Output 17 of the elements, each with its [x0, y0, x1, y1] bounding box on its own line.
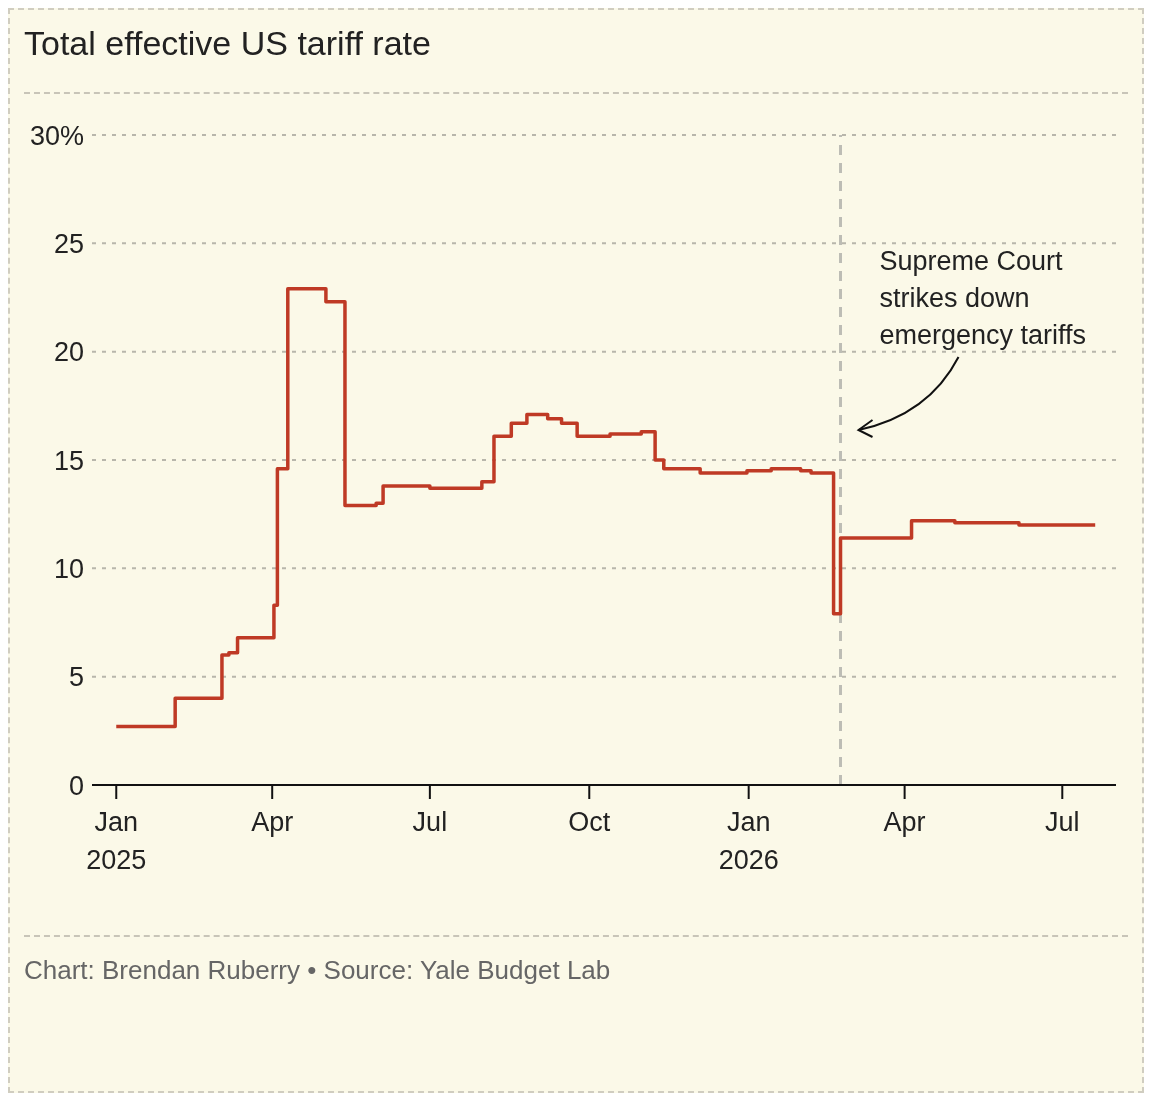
y-tick-label: 20: [53, 337, 84, 368]
text: Chart: Brendan Ruberry • Source: Yale Budget Lab: [24, 955, 611, 986]
x-tick-label: Apr: [251, 807, 294, 837]
x-tick-label: Jul: [412, 807, 448, 837]
y-tick-label: 25: [53, 228, 84, 259]
x-tick-label: Jan 2025: [86, 807, 147, 875]
y-tick-label: 10: [53, 553, 84, 584]
x-tick-label: Jan 2026: [718, 807, 779, 875]
x-tick-label: Oct: [568, 807, 611, 837]
y-tick-label: 30%: [29, 120, 84, 151]
y-tick-label: 15: [53, 445, 84, 476]
y-tick-label: 5: [68, 662, 84, 693]
x-tick-label: Apr: [883, 807, 926, 837]
ref-line-label: Supreme Court strikes down emergency tariffs: [879, 246, 1087, 350]
chart-title: Total effective US tariff rate: [24, 24, 431, 63]
y-tick-label: 0: [68, 770, 84, 801]
x-tick-label: Jul: [1045, 807, 1080, 837]
